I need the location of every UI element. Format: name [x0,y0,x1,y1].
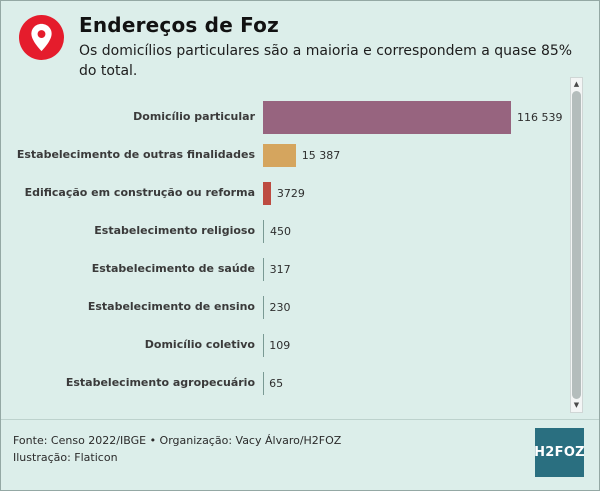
bar-area: 317 [263,250,569,288]
bar-area: 116 539 [263,98,569,136]
scrollbar-thumb[interactable] [572,91,581,399]
bar[interactable] [263,143,296,167]
value-label: 317 [269,262,291,276]
value-label: 109 [269,338,291,352]
bar-row: Estabelecimento de saúde 317 [1,250,569,288]
footer-divider [1,419,599,420]
bar-area: 65 [263,364,569,402]
category-label: Domicílio particular [133,109,255,123]
category-label: Estabelecimento de saúde [91,261,255,275]
bar-chart: Domicílio particular 116 539 Estabelecimen… [1,98,569,402]
bar-row: Domicílio coletivo 109 [1,326,569,364]
value-label: 230 [269,300,291,314]
scroll-up-icon[interactable]: ▲ [573,80,580,88]
bar[interactable] [263,219,264,243]
value-label: 450 [269,224,291,238]
h2foz-logo: H2FOZ [534,428,585,477]
illustration-credit: Ilustração: Flaticon [13,451,118,465]
location-pin-icon [19,15,64,60]
chart-title: Endereços de Foz [79,13,279,37]
bar-area: 230 [263,288,569,326]
chart-subtitle: Os domicílios particulares são a maioria… [79,43,573,79]
bar-row: Estabelecimento religioso 450 [1,212,569,250]
bar-area: 15 387 [263,136,569,174]
bar[interactable] [263,181,271,205]
category-label: Edificação em construção ou reforma [24,185,255,199]
footer: Fonte: Censo 2022/IBGE • Organização: Va… [13,432,341,466]
header-text: Endereços de Foz Os domicílios particula… [79,13,581,81]
header: Endereços de Foz Os domicílios particula… [19,13,581,81]
category-label: Domicílio coletivo [144,337,255,351]
value-label: 3729 [276,186,305,200]
value-label: 15 387 [301,148,341,162]
bar-area: 3729 [263,174,569,212]
source-credit: Fonte: Censo 2022/IBGE • Organização: Va… [13,434,342,447]
bar-row: Estabelecimento agropecuário 65 [1,364,569,402]
category-label: Estabelecimento religioso [94,223,255,237]
value-label: 116 539 [517,110,563,124]
bar-row: Estabelecimento de ensino 230 [1,288,569,326]
category-label: Estabelecimento de outras finalidades [16,147,255,161]
category-label: Estabelecimento de ensino [87,299,255,313]
bar[interactable] [263,100,511,134]
scroll-down-icon[interactable]: ▼ [573,401,580,409]
bar-row: Estabelecimento de outras finalidades 15 … [1,136,569,174]
bar-area: 109 [263,326,569,364]
bar-area: 450 [263,212,569,250]
bar-row: Domicílio particular 116 539 [1,98,569,136]
bar-row: Edificação em construção ou reforma 3729 [1,174,569,212]
vertical-scrollbar[interactable]: ▲ ▼ [570,77,583,413]
bar[interactable] [263,257,264,281]
value-label: 65 [269,376,284,390]
category-label: Estabelecimento agropecuário [65,375,255,389]
